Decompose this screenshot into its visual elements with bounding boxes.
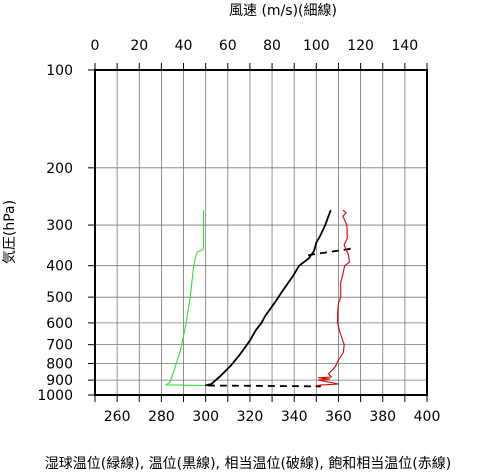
series-line-wet-bulb xyxy=(165,210,206,387)
bottom-axis-title: 湿球温位(緑線), 温位(黒線), 相当温位(破線), 飽和相当温位(赤線) xyxy=(45,455,451,472)
y-axis-title: 気圧(hPa) xyxy=(2,200,18,264)
bottom-tick-label: 300 xyxy=(192,409,219,425)
top-tick-label: 100 xyxy=(303,38,330,54)
bottom-tick-label: 320 xyxy=(237,409,264,425)
left-tick-label: 700 xyxy=(46,338,73,354)
left-tick-label: 400 xyxy=(46,259,73,275)
top-axis-title: 風速 (m/s)(細線) xyxy=(229,3,337,19)
series-line-potential xyxy=(204,209,332,387)
left-tick-label: 1000 xyxy=(37,388,73,404)
series-line-saturated xyxy=(315,209,351,387)
top-tick-label: 40 xyxy=(175,38,193,54)
series-line-equivalent xyxy=(307,247,351,257)
plot-frame xyxy=(94,69,428,396)
top-tick-label: 0 xyxy=(91,38,100,54)
bottom-tick-label: 280 xyxy=(148,409,175,425)
top-tick-label: 20 xyxy=(130,38,148,54)
left-tick-label: 800 xyxy=(46,357,73,373)
left-tick-label: 100 xyxy=(46,63,73,79)
bottom-tick-label: 260 xyxy=(104,409,131,425)
left-tick-label: 600 xyxy=(46,316,73,332)
series-line-equivalent-low xyxy=(207,384,321,388)
left-tick-label: 300 xyxy=(46,218,73,234)
bottom-tick-label: 380 xyxy=(369,409,396,425)
bottom-tick-label: 400 xyxy=(414,409,441,425)
top-tick-label: 120 xyxy=(347,38,374,54)
bottom-tick-label: 360 xyxy=(325,409,352,425)
left-tick-label: 200 xyxy=(46,161,73,177)
bottom-tick-label: 340 xyxy=(281,409,308,425)
top-tick-label: 140 xyxy=(391,38,418,54)
left-tick-label: 500 xyxy=(46,290,73,306)
grid xyxy=(95,69,427,396)
top-tick-label: 80 xyxy=(263,38,281,54)
top-tick-label: 60 xyxy=(219,38,237,54)
left-tick-label: 900 xyxy=(46,373,73,389)
axis-ticks: 260 280 300 320 340 360 380 400 0 20 40 60 80 100 120 1… xyxy=(37,38,440,425)
data-series xyxy=(165,209,351,388)
